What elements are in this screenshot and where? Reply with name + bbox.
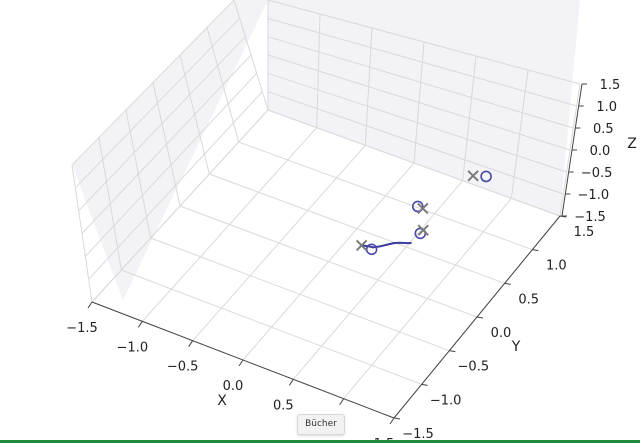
cross-marker-stroke [417, 202, 429, 215]
z-tick-label: 0.5 [593, 122, 614, 137]
x-tick-mark [288, 379, 294, 386]
cross-marker-stroke [417, 224, 429, 236]
x-tick-mark [238, 359, 244, 367]
circle-marker [365, 243, 378, 256]
grid [71, 0, 581, 419]
y-axis-label: Y [511, 339, 521, 355]
x-axis-label: X [217, 393, 227, 409]
z-tick-label: 1.0 [596, 100, 617, 115]
cross-marker [467, 170, 479, 182]
x-tick-mark [137, 321, 143, 328]
grid-line [267, 91, 564, 195]
x-tick-label: 0.5 [273, 398, 294, 413]
y-tick-label: 1.0 [546, 259, 567, 274]
cross-marker-stroke [355, 239, 368, 252]
grid-line [267, 54, 571, 151]
y-tick-mark [532, 249, 539, 252]
x-tick-mark [339, 398, 345, 405]
grid-line [74, 17, 241, 189]
grid-line [84, 72, 258, 257]
z-tick-label: −1.5 [574, 210, 606, 225]
x-tick-label: −0.5 [167, 360, 199, 375]
x-tick-label: 0.0 [223, 379, 244, 394]
y-tick-mark [504, 282, 511, 285]
grid-line [88, 91, 263, 280]
y-tick-mark [476, 316, 484, 319]
x-tick-label: −1.0 [117, 340, 149, 355]
back-wall-pane-right [268, 0, 580, 216]
bottom-accent-bar [0, 440, 640, 443]
y-tick-mark [393, 417, 401, 420]
grid-line [81, 54, 252, 234]
x-tick-label: −1.5 [66, 321, 98, 336]
x-tick-mark [87, 301, 93, 309]
cross-marker-stroke [467, 170, 479, 182]
y-tick-label: 0.5 [518, 292, 539, 307]
y-tick-label: 0.0 [491, 326, 512, 341]
tooltip-buecher: Bücher [297, 414, 345, 435]
cross-marker [417, 224, 429, 236]
grid-line [78, 36, 246, 212]
back-wall-pane-left [72, 0, 268, 300]
y-tick-label: −0.5 [458, 360, 490, 375]
circle-marker [411, 200, 424, 213]
grid-line [267, 36, 574, 129]
grid-line [209, 173, 505, 284]
grid-line [71, 0, 235, 166]
grid-line [91, 109, 269, 303]
z-tick-label: 0.0 [590, 144, 611, 159]
axis-lines [87, 83, 587, 425]
circle-marker [480, 170, 492, 183]
x-tick-mark [188, 340, 194, 347]
cross-marker [355, 239, 368, 252]
y-tick-label: 1.5 [574, 225, 595, 240]
y-tick-label: −1.0 [430, 393, 462, 408]
z-tick-label: −1.0 [578, 188, 610, 203]
z-axis-label: Z [627, 136, 637, 152]
data-marks [355, 170, 492, 256]
grid-line [179, 205, 478, 318]
axis-labels: X Y Z [217, 136, 637, 409]
grid-line [292, 180, 464, 380]
y-tick-mark [449, 350, 456, 353]
y-tick-mark [421, 383, 428, 386]
grid-line [267, 109, 561, 217]
grid-line [238, 141, 533, 251]
z-tick-label: −0.5 [581, 166, 613, 181]
y-tick-label: −1.5 [402, 427, 434, 442]
grid-line [267, 17, 577, 107]
cross-marker [417, 202, 429, 215]
trajectory-line [361, 241, 412, 249]
grid-line [267, 0, 581, 85]
x-tick-mark [389, 417, 395, 425]
z-tick-label: 1.5 [600, 78, 621, 93]
grid-line [267, 72, 567, 173]
